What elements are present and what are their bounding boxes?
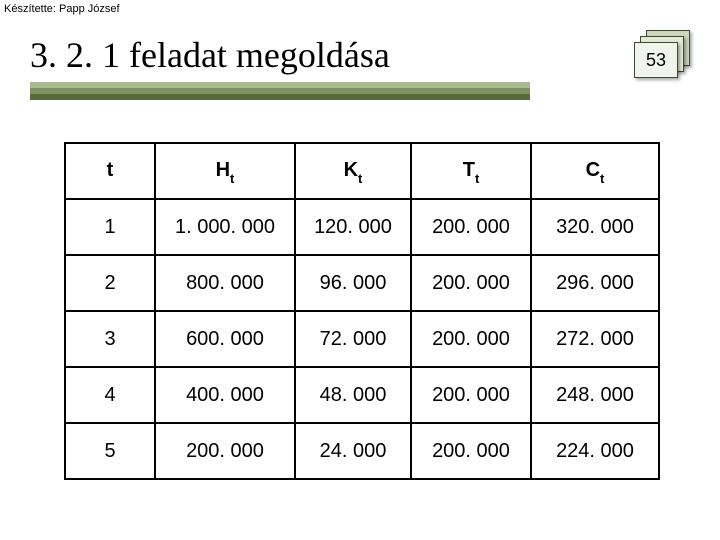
cell: 96. 000 [295, 255, 411, 311]
cell: 2 [65, 255, 155, 311]
col-letter: T [463, 159, 475, 181]
title-block: 3. 2. 1 feladat megoldása [30, 36, 530, 100]
cell: 200. 000 [411, 255, 531, 311]
cell: 5 [65, 423, 155, 479]
cell: 400. 000 [155, 367, 295, 423]
table-row: 1 1. 000. 000 120. 000 200. 000 320. 000 [65, 199, 659, 255]
cell: 272. 000 [531, 311, 659, 367]
cell: 1 [65, 199, 155, 255]
page-number-stack: 53 [634, 30, 694, 82]
cell: 4 [65, 367, 155, 423]
underline-bar-3 [30, 94, 530, 100]
cell: 200. 000 [411, 423, 531, 479]
cell: 800. 000 [155, 255, 295, 311]
cell: 320. 000 [531, 199, 659, 255]
data-table-wrap: t Ht Kt Tt Ct 1 1. 000. 000 120. 000 200… [64, 142, 658, 480]
cell: 600. 000 [155, 311, 295, 367]
cell: 48. 000 [295, 367, 411, 423]
table-row: 4 400. 000 48. 000 200. 000 248. 000 [65, 367, 659, 423]
col-letter: H [216, 159, 230, 181]
cell: 200. 000 [411, 367, 531, 423]
page-title: 3. 2. 1 feladat megoldása [30, 36, 530, 76]
cell: 24. 000 [295, 423, 411, 479]
author-line: Készítette: Papp József [4, 3, 120, 15]
col-letter: K [344, 159, 358, 181]
col-letter: C [586, 159, 600, 181]
cell: 200. 000 [411, 311, 531, 367]
table-row: 3 600. 000 72. 000 200. 000 272. 000 [65, 311, 659, 367]
col-sub: t [358, 171, 362, 186]
page-card-front: 53 [634, 42, 678, 78]
data-table: t Ht Kt Tt Ct 1 1. 000. 000 120. 000 200… [64, 142, 660, 480]
col-header: Kt [295, 143, 411, 199]
table-header-row: t Ht Kt Tt Ct [65, 143, 659, 199]
slide: Készítette: Papp József 3. 2. 1 feladat … [0, 0, 720, 540]
table-row: 5 200. 000 24. 000 200. 000 224. 000 [65, 423, 659, 479]
col-header: Ht [155, 143, 295, 199]
cell: 248. 000 [531, 367, 659, 423]
col-sub: t [475, 171, 479, 186]
cell: 1. 000. 000 [155, 199, 295, 255]
table-body: 1 1. 000. 000 120. 000 200. 000 320. 000… [65, 199, 659, 479]
col-header: Ct [531, 143, 659, 199]
cell: 3 [65, 311, 155, 367]
cell: 200. 000 [155, 423, 295, 479]
col-header: Tt [411, 143, 531, 199]
cell: 72. 000 [295, 311, 411, 367]
cell: 200. 000 [411, 199, 531, 255]
col-letter: t [107, 159, 114, 181]
col-sub: t [600, 171, 604, 186]
cell: 296. 000 [531, 255, 659, 311]
cell: 120. 000 [295, 199, 411, 255]
table-row: 2 800. 000 96. 000 200. 000 296. 000 [65, 255, 659, 311]
title-underline [30, 82, 530, 100]
page-number: 53 [646, 50, 666, 71]
col-sub: t [230, 171, 234, 186]
col-header: t [65, 143, 155, 199]
cell: 224. 000 [531, 423, 659, 479]
